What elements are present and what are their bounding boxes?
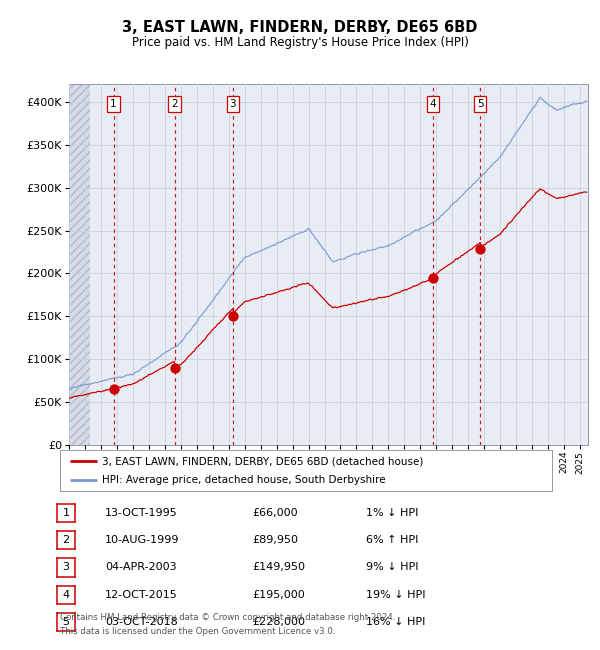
Point [428, 272, 438, 283]
Text: 2: 2 [171, 99, 178, 109]
Text: 2: 2 [62, 535, 70, 545]
Text: £149,950: £149,950 [252, 562, 305, 573]
Point [228, 311, 238, 322]
Point [170, 363, 179, 373]
Text: 16% ↓ HPI: 16% ↓ HPI [366, 617, 425, 627]
Point [109, 384, 118, 394]
Text: HPI: Average price, detached house, South Derbyshire: HPI: Average price, detached house, Sout… [102, 475, 385, 485]
Text: 1: 1 [110, 99, 117, 109]
Text: 12-OCT-2015: 12-OCT-2015 [105, 590, 178, 600]
Text: £195,000: £195,000 [252, 590, 305, 600]
Text: 5: 5 [62, 617, 70, 627]
Text: 3, EAST LAWN, FINDERN, DERBY, DE65 6BD (detached house): 3, EAST LAWN, FINDERN, DERBY, DE65 6BD (… [102, 456, 423, 466]
Text: 10-AUG-1999: 10-AUG-1999 [105, 535, 179, 545]
Text: 5: 5 [477, 99, 484, 109]
Text: £228,000: £228,000 [252, 617, 305, 627]
Text: 9% ↓ HPI: 9% ↓ HPI [366, 562, 419, 573]
Text: 13-OCT-1995: 13-OCT-1995 [105, 508, 178, 518]
Text: 04-APR-2003: 04-APR-2003 [105, 562, 176, 573]
Text: 4: 4 [430, 99, 436, 109]
Text: 4: 4 [62, 590, 70, 600]
Text: 19% ↓ HPI: 19% ↓ HPI [366, 590, 425, 600]
Text: Contains HM Land Registry data © Crown copyright and database right 2024.
This d: Contains HM Land Registry data © Crown c… [60, 614, 395, 636]
Point [475, 244, 485, 255]
Text: 1: 1 [62, 508, 70, 518]
Text: 3: 3 [62, 562, 70, 573]
Text: 1% ↓ HPI: 1% ↓ HPI [366, 508, 418, 518]
Text: 6% ↑ HPI: 6% ↑ HPI [366, 535, 418, 545]
Bar [69, 84, 90, 445]
Text: £66,000: £66,000 [252, 508, 298, 518]
Text: 3, EAST LAWN, FINDERN, DERBY, DE65 6BD: 3, EAST LAWN, FINDERN, DERBY, DE65 6BD [122, 20, 478, 36]
Text: £89,950: £89,950 [252, 535, 298, 545]
Text: 3: 3 [230, 99, 236, 109]
Text: 03-OCT-2018: 03-OCT-2018 [105, 617, 178, 627]
Text: Price paid vs. HM Land Registry's House Price Index (HPI): Price paid vs. HM Land Registry's House … [131, 36, 469, 49]
